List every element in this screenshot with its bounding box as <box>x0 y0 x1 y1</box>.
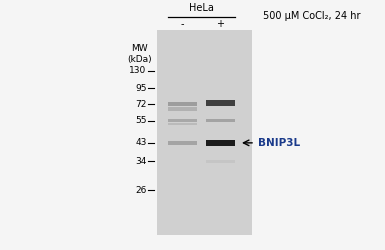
Text: 43: 43 <box>135 138 147 147</box>
FancyBboxPatch shape <box>206 140 234 145</box>
FancyBboxPatch shape <box>168 102 197 106</box>
Text: HeLa: HeLa <box>189 3 214 13</box>
Text: +: + <box>216 19 224 29</box>
Text: 26: 26 <box>135 186 147 195</box>
FancyBboxPatch shape <box>168 107 197 110</box>
Text: -: - <box>181 19 184 29</box>
FancyBboxPatch shape <box>206 119 234 122</box>
Text: MW
(kDa): MW (kDa) <box>127 44 151 64</box>
Text: 130: 130 <box>129 66 147 76</box>
FancyBboxPatch shape <box>206 160 234 162</box>
Text: 500 μM CoCl₂, 24 hr: 500 μM CoCl₂, 24 hr <box>263 10 360 20</box>
Text: 95: 95 <box>135 84 147 93</box>
FancyBboxPatch shape <box>168 141 197 145</box>
Text: 34: 34 <box>135 157 147 166</box>
FancyBboxPatch shape <box>168 123 197 125</box>
FancyBboxPatch shape <box>157 30 252 236</box>
FancyBboxPatch shape <box>206 100 234 106</box>
Text: 55: 55 <box>135 116 147 125</box>
Text: BNIP3L: BNIP3L <box>258 138 300 148</box>
Text: 72: 72 <box>135 100 147 109</box>
FancyBboxPatch shape <box>168 119 197 122</box>
